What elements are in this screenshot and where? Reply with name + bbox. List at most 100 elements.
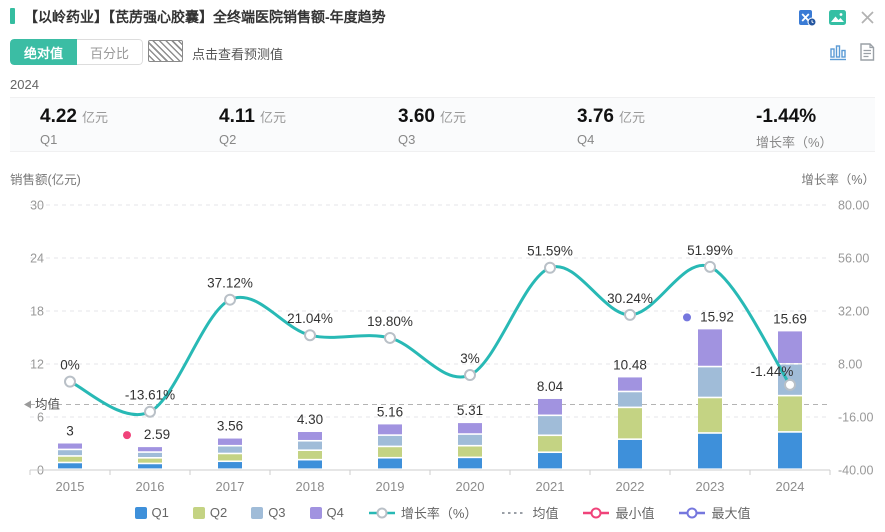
- growth-label: 0%: [60, 358, 80, 373]
- bar-segment-2018-q1[interactable]: [298, 460, 322, 469]
- right-axis-tick: 8.00: [838, 358, 862, 372]
- legend-item-q4[interactable]: Q4: [309, 505, 344, 520]
- bar-segment-2015-q2[interactable]: [58, 456, 82, 462]
- right-axis-title: 增长率（%）: [801, 173, 875, 187]
- bar-segment-2017-q2[interactable]: [218, 454, 242, 461]
- bar-total-label: 4.30: [297, 412, 323, 427]
- bar-segment-2015-q4[interactable]: [58, 443, 82, 449]
- bar-segment-2023-q3[interactable]: [698, 367, 722, 397]
- bar-segment-2017-q3[interactable]: [218, 446, 242, 453]
- image-export-icon[interactable]: [827, 7, 847, 27]
- growth-point-2018[interactable]: [304, 329, 316, 342]
- forecast-link[interactable]: 点击查看预测值: [192, 47, 284, 62]
- bar-segment-2022-q3[interactable]: [618, 392, 642, 407]
- bar-segment-2020-q2[interactable]: [458, 446, 482, 457]
- absolute-value-button[interactable]: 绝对值: [10, 39, 78, 65]
- legend-item-max[interactable]: 最大值: [678, 503, 750, 522]
- growth-label: 37.12%: [207, 276, 253, 291]
- growth-point-2020[interactable]: [464, 369, 476, 382]
- right-axis-tick: 80.00: [838, 199, 869, 213]
- growth-point-2019[interactable]: [384, 331, 396, 344]
- x-axis-label: 2016: [136, 479, 165, 494]
- legend-label: 最小值: [615, 506, 655, 521]
- summary-card-q3: 3.60 亿元 Q3: [398, 106, 466, 147]
- growth-label: 51.59%: [527, 244, 573, 259]
- left-axis-tick: 18: [30, 305, 44, 319]
- bar-segment-2023-q1[interactable]: [698, 433, 722, 469]
- bar-segment-2018-q4[interactable]: [298, 432, 322, 440]
- bar-segment-2022-q2[interactable]: [618, 408, 642, 439]
- bar-segment-2021-q1[interactable]: [538, 453, 562, 469]
- left-axis-tick: 24: [30, 252, 44, 266]
- bar-segment-2021-q3[interactable]: [538, 416, 562, 435]
- growth-point-2021[interactable]: [544, 261, 556, 274]
- legend-item-growth[interactable]: 增长率（%）: [368, 503, 477, 522]
- x-axis-label: 2015: [56, 479, 85, 494]
- growth-label: -1.44%: [751, 364, 794, 379]
- bar-segment-2017-q4[interactable]: [218, 438, 242, 445]
- bar-segment-2015-q1[interactable]: [58, 463, 82, 469]
- legend-item-q3[interactable]: Q3: [251, 505, 286, 520]
- right-axis-tick: 32.00: [838, 305, 869, 319]
- bar-segment-2024-q2[interactable]: [778, 396, 802, 432]
- bar-segment-2020-q4[interactable]: [458, 423, 482, 434]
- bar-segment-2018-q3[interactable]: [298, 441, 322, 450]
- percentage-button[interactable]: 百分比: [77, 39, 144, 65]
- bar-segment-2022-q1[interactable]: [618, 439, 642, 469]
- growth-point-2023[interactable]: [704, 260, 716, 273]
- legend-label: 均值: [532, 506, 559, 521]
- legend-swatch-icon: [192, 506, 205, 519]
- bar-segment-2022-q4[interactable]: [618, 377, 642, 391]
- bar-segment-2017-q1[interactable]: [218, 462, 242, 469]
- min-value-dot: [123, 431, 131, 440]
- bar-segment-2016-q4[interactable]: [138, 447, 162, 452]
- left-axis-title: 销售额(亿元): [10, 173, 81, 187]
- bar-segment-2015-q3[interactable]: [58, 450, 82, 456]
- x-axis-label: 2020: [456, 479, 485, 494]
- mean-arrow-icon: [24, 400, 31, 409]
- growth-point-2015[interactable]: [64, 375, 76, 388]
- x-axis-label: 2018: [296, 479, 325, 494]
- bar-segment-2023-q4[interactable]: [698, 329, 722, 366]
- bar-segment-2021-q4[interactable]: [538, 398, 562, 415]
- forecast-hatch-swatch[interactable]: [148, 40, 183, 62]
- right-axis-tick: 56.00: [838, 252, 869, 266]
- close-icon[interactable]: [857, 7, 877, 27]
- bar-segment-2016-q1[interactable]: [138, 464, 162, 469]
- header-icons: [797, 7, 877, 27]
- bar-segment-2016-q3[interactable]: [138, 452, 162, 458]
- summary-card-q1: 4.22 亿元 Q1: [40, 106, 108, 147]
- max-value-dot: [683, 313, 691, 322]
- bar-segment-2021-q2[interactable]: [538, 436, 562, 452]
- bar-segment-2024-q4[interactable]: [778, 331, 802, 364]
- x-axis-label: 2017: [216, 479, 245, 494]
- bar-chart-view-icon[interactable]: [828, 42, 848, 62]
- bar-segment-2019-q4[interactable]: [378, 424, 402, 435]
- bar-segment-2020-q1[interactable]: [458, 458, 482, 469]
- legend-label: Q2: [209, 505, 228, 520]
- growth-point-2017[interactable]: [224, 293, 236, 306]
- bar-segment-2019-q3[interactable]: [378, 435, 402, 446]
- legend-item-mean[interactable]: 均值: [501, 503, 558, 522]
- growth-point-2016[interactable]: [144, 405, 156, 418]
- card-unit: 亿元: [81, 110, 108, 125]
- legend-swatch-icon: [309, 506, 322, 519]
- bar-segment-2023-q2[interactable]: [698, 398, 722, 433]
- legend-item-min[interactable]: 最小值: [582, 503, 654, 522]
- table-view-icon[interactable]: [857, 42, 877, 62]
- bar-segment-2019-q1[interactable]: [378, 458, 402, 469]
- legend-item-q1[interactable]: Q1: [134, 505, 169, 520]
- summary-year-label: 2024: [10, 77, 39, 92]
- growth-point-2024[interactable]: [784, 378, 796, 391]
- legend-item-q2[interactable]: Q2: [192, 505, 228, 520]
- bar-segment-2018-q2[interactable]: [298, 451, 322, 459]
- bar-segment-2019-q2[interactable]: [378, 447, 402, 457]
- growth-point-2022[interactable]: [624, 308, 636, 321]
- card-label: Q1: [40, 132, 58, 147]
- bar-segment-2016-q2[interactable]: [138, 458, 162, 463]
- bar-segment-2024-q1[interactable]: [778, 432, 802, 469]
- card-value: 4.22: [40, 106, 77, 127]
- bar-segment-2020-q3[interactable]: [458, 434, 482, 445]
- excel-export-icon[interactable]: [797, 7, 817, 27]
